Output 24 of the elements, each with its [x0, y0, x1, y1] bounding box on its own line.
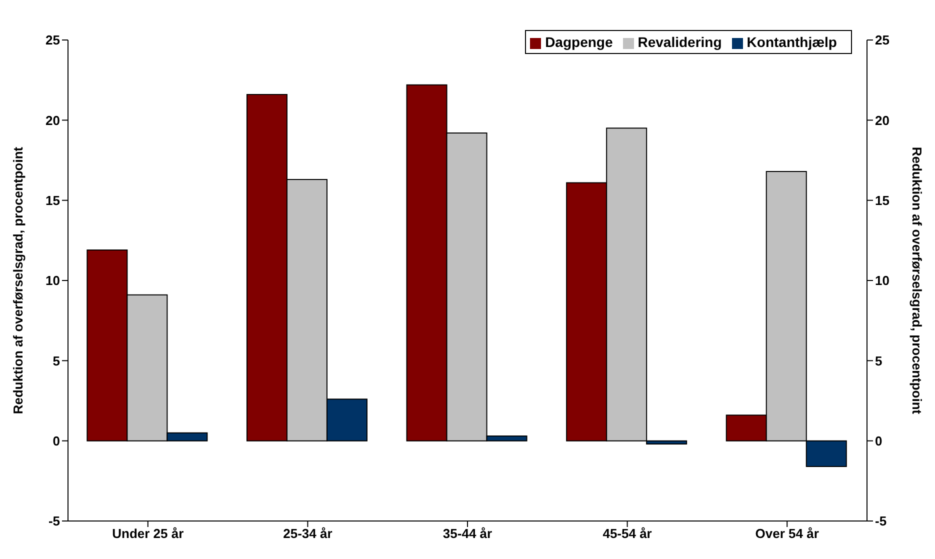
legend-label: Dagpenge [545, 34, 613, 50]
y2-tick-label: 20 [875, 112, 890, 128]
y2-tick-label: 0 [875, 433, 882, 448]
legend-label: Kontanthjælp [746, 34, 837, 50]
x-tick-label: 25-34 år [283, 526, 332, 542]
y2-tick-label: 10 [875, 273, 890, 288]
y-tick-label: 0 [52, 433, 60, 448]
y-tick-label: 15 [46, 192, 60, 208]
legend-label: Revalidering [638, 34, 722, 50]
y-tick-label: -5 [48, 514, 60, 529]
y-tick-label: 5 [52, 353, 60, 368]
x-tick-label: 35-44 år [442, 526, 492, 542]
y-tick-label: 10 [46, 273, 60, 288]
x-tick-label: Under 25 år [112, 526, 184, 542]
y2-tick-label: 5 [875, 353, 882, 368]
x-tick-label: Over 54 år [755, 526, 819, 542]
y-tick-label: 25 [46, 32, 60, 48]
y2-tick-label: 15 [875, 192, 890, 208]
y-axis-title: Reduktion af overførselsgrad, procentpoint [10, 146, 26, 414]
y2-axis-title: Reduktion af overførselsgrad, procentpoint [909, 146, 924, 415]
y2-tick-label: 25 [875, 32, 890, 48]
y-tick-label: 20 [46, 112, 60, 128]
x-tick-label: 45-54 år [602, 526, 652, 542]
y2-tick-label: -5 [875, 514, 887, 529]
